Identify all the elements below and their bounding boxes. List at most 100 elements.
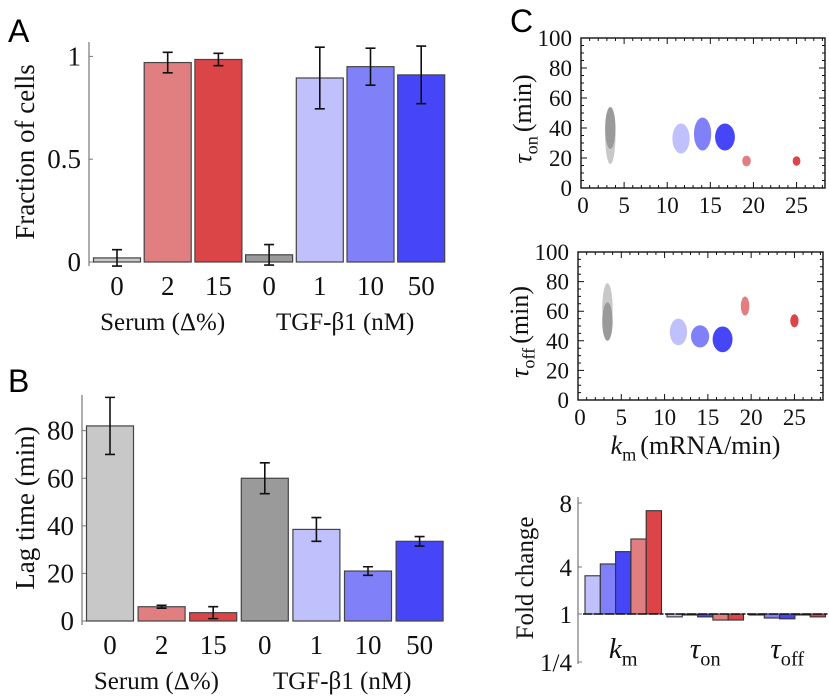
x-tick-label: 0 — [574, 405, 586, 430]
bar — [584, 575, 601, 615]
group-label-symbol: τ — [690, 633, 702, 665]
y-axis-label: Fraction of cells — [10, 64, 40, 239]
y-axis-label-symbol: τ — [508, 153, 537, 164]
y-tick-label: 80 — [546, 270, 569, 295]
y-tick-label: 20 — [47, 558, 74, 588]
group-label-serum: Serum (Δ%) — [94, 668, 219, 695]
x-tick-label: 2 — [155, 630, 169, 660]
y-axis-label-unit: (min) — [508, 74, 537, 132]
y-tick-label: 0 — [61, 606, 75, 636]
bar — [143, 61, 192, 263]
x-tick-label: 15 — [699, 193, 722, 218]
data-ellipse — [690, 325, 710, 348]
panel-label-a: A — [8, 13, 30, 49]
x-tick-label: 5 — [618, 193, 630, 218]
x-tick-label: 25 — [783, 405, 806, 430]
x-tick-label: 5 — [616, 405, 628, 430]
data-ellipse — [712, 326, 733, 353]
error-bar — [365, 47, 376, 86]
group-label-symbol: τ — [770, 633, 782, 665]
y-tick-label: 60 — [549, 86, 572, 111]
x-tick-label: 1 — [313, 271, 327, 301]
x-tick-label: 20 — [742, 193, 765, 218]
group-label: τon — [690, 633, 721, 670]
group-label-subscript: off — [781, 648, 805, 670]
error-bar — [264, 243, 275, 266]
y-tick-label: 0 — [558, 388, 570, 413]
x-tick-label: 0 — [258, 630, 272, 660]
bar — [240, 477, 289, 622]
bar — [194, 58, 243, 263]
y-tick-label: 4 — [560, 555, 573, 582]
y-axis-label: τoff (min) — [505, 286, 539, 378]
group-label-tgf: TGF-β1 (nM) — [273, 668, 411, 695]
error-bar — [105, 396, 115, 456]
y-tick-label: 0.5 — [47, 144, 81, 174]
group-label-subscript: on — [700, 648, 720, 670]
group-label-symbol: k — [609, 633, 623, 665]
x-tick-label: 10 — [357, 271, 384, 301]
panel-label-b: B — [8, 363, 29, 399]
data-ellipse — [602, 302, 613, 341]
data-ellipse — [669, 318, 688, 346]
error-bar — [416, 45, 427, 105]
group-label-tgf: TGF-β1 (nM) — [276, 309, 414, 336]
error-bar — [208, 605, 219, 620]
x-tick-label: 0 — [262, 271, 276, 301]
x-tick-label: 25 — [785, 193, 808, 218]
y-tick-label: 1 — [68, 41, 82, 71]
bar — [292, 528, 341, 622]
x-tick-label: 2 — [161, 271, 175, 301]
y-tick-label: 80 — [549, 56, 572, 81]
y-axis-label: Lag time (min) — [10, 426, 40, 589]
y-axis-label: τon (min) — [508, 74, 542, 163]
y-axis-label-symbol: τ — [505, 367, 534, 378]
y-tick-label: 8 — [560, 491, 573, 518]
y-tick-label: 40 — [546, 329, 569, 354]
x-tick-label: 0 — [110, 271, 124, 301]
y-tick-label: 0 — [561, 176, 573, 201]
y-tick-label: 40 — [549, 116, 572, 141]
x-axis-label-subscript: m — [622, 445, 636, 465]
bar — [395, 540, 444, 622]
x-tick-label: 0 — [103, 630, 117, 660]
error-bar — [213, 52, 224, 67]
data-ellipse — [742, 155, 751, 167]
data-ellipse — [693, 117, 712, 151]
y-axis-label: Fold change — [512, 517, 539, 640]
y-tick-label: 40 — [47, 511, 74, 541]
y-tick-label: 20 — [546, 358, 569, 383]
y-tick-label: 80 — [47, 416, 74, 446]
y-axis-label-unit: (min) — [505, 286, 534, 344]
error-bar — [311, 516, 322, 543]
error-bar — [162, 51, 173, 74]
error-bar — [363, 565, 373, 577]
error-bar — [112, 248, 122, 267]
x-tick-label: 20 — [740, 405, 763, 430]
group-label-serum: Serum (Δ%) — [100, 309, 225, 336]
data-ellipse — [605, 107, 616, 149]
y-tick-label: 100 — [538, 26, 573, 51]
x-tick-label: 0 — [577, 193, 589, 218]
group-label: km — [609, 633, 638, 670]
bar — [712, 613, 729, 621]
y-tick-label: 60 — [47, 463, 74, 493]
panel-label-c: C — [510, 3, 533, 39]
x-tick-label: 1 — [310, 630, 324, 660]
data-ellipse — [790, 314, 799, 328]
bar — [615, 551, 632, 615]
bar — [599, 563, 617, 615]
x-tick-label: 10 — [656, 193, 679, 218]
x-tick-label: 15 — [205, 271, 232, 301]
data-ellipse — [672, 123, 690, 154]
y-tick-label: 1/4 — [540, 650, 572, 677]
x-tick-label: 50 — [408, 271, 435, 301]
x-axis-label-symbol: k — [611, 431, 623, 460]
y-tick-label: 100 — [535, 240, 570, 265]
data-ellipse — [792, 156, 801, 166]
